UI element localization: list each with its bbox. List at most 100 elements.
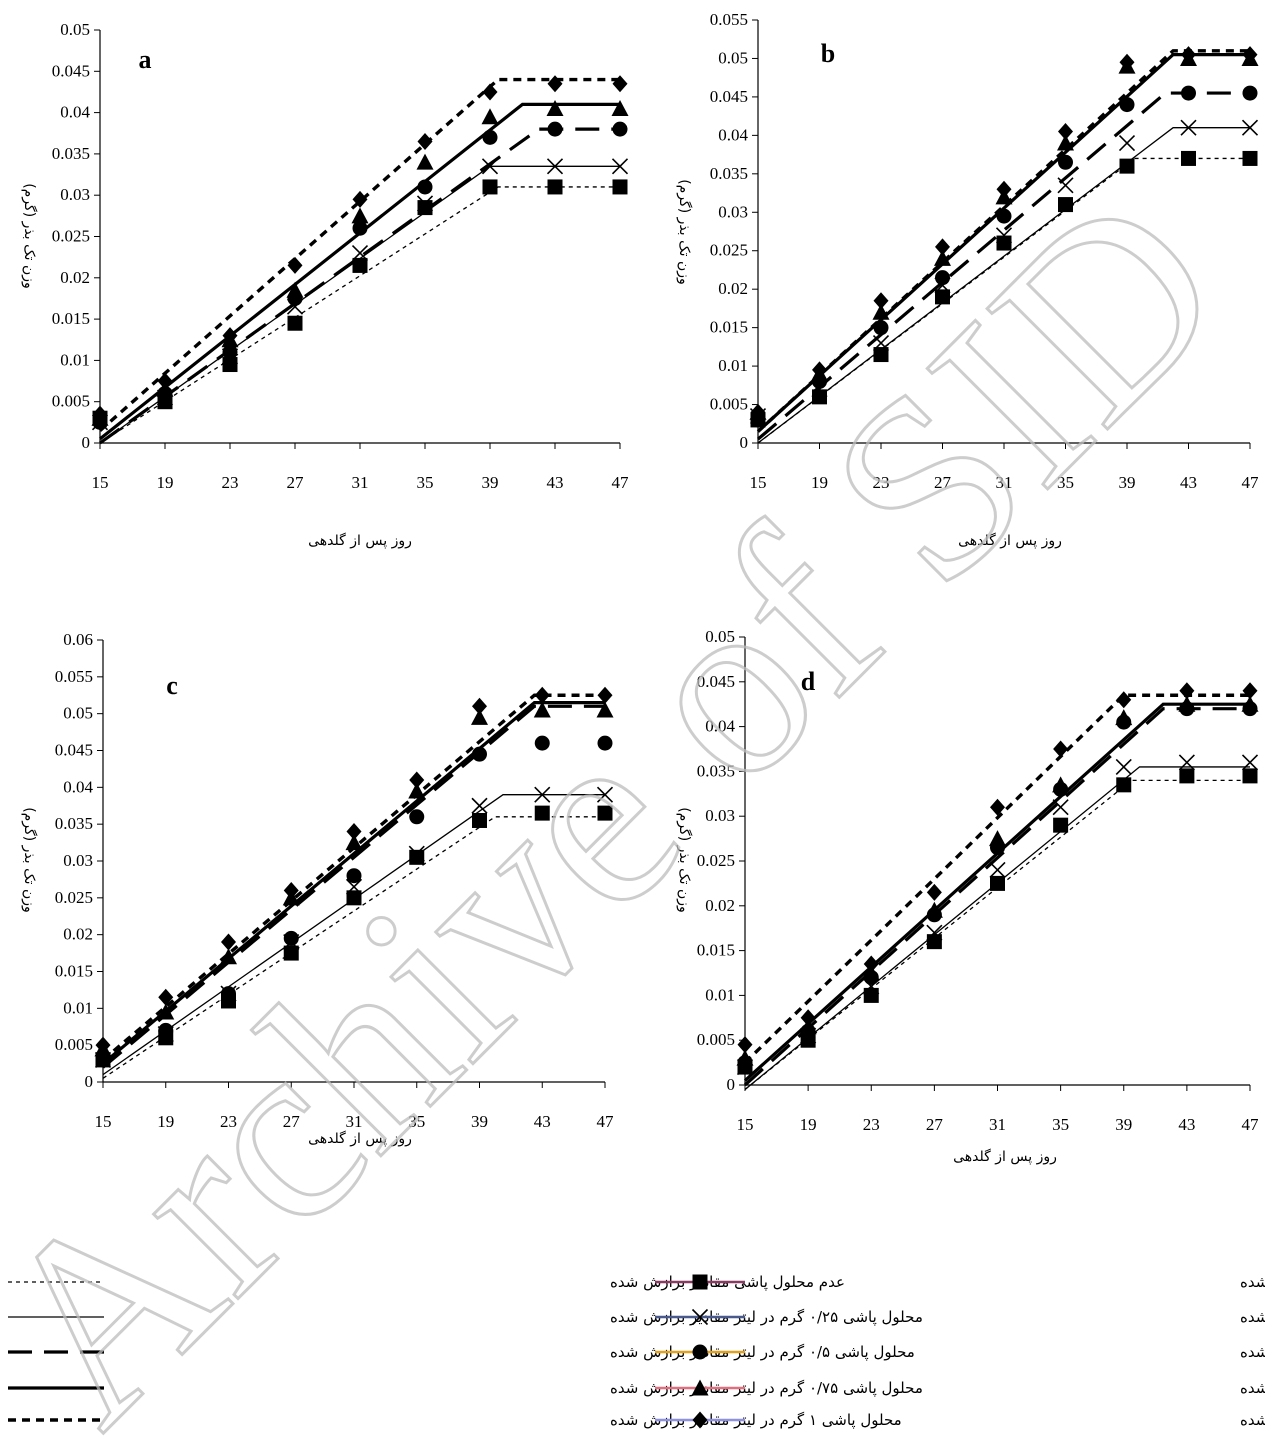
x-axis-title: روز پس از گلدهی bbox=[308, 532, 412, 549]
y-tick-label: 0 bbox=[82, 433, 91, 452]
x-tick-label: 47 bbox=[1242, 473, 1260, 492]
legend-observed-label: عدم محلول پاشی مقادیر مشاهده شده bbox=[1240, 1273, 1265, 1292]
x-tick-label: 23 bbox=[863, 1115, 880, 1134]
y-tick-label: 0.035 bbox=[710, 164, 748, 183]
data-point bbox=[288, 257, 303, 274]
data-point bbox=[472, 698, 487, 715]
data-point bbox=[1179, 682, 1194, 699]
chart-panel-a: 00.0050.010.0150.020.0250.030.0350.040.0… bbox=[21, 20, 629, 549]
y-tick-label: 0.02 bbox=[63, 925, 93, 944]
x-tick-label: 43 bbox=[1180, 473, 1197, 492]
observed-series-1 bbox=[93, 75, 628, 422]
y-tick-label: 0.04 bbox=[63, 777, 93, 796]
y-tick-label: 0.045 bbox=[710, 87, 748, 106]
data-point bbox=[1243, 151, 1258, 166]
x-tick-label: 35 bbox=[1052, 1115, 1069, 1134]
x-tick-label: 23 bbox=[222, 473, 239, 492]
y-tick-label: 0.025 bbox=[55, 888, 93, 907]
square-icon bbox=[693, 1275, 708, 1290]
data-point bbox=[989, 830, 1006, 846]
x-tick-label: 31 bbox=[989, 1115, 1006, 1134]
data-point bbox=[927, 934, 942, 949]
data-point bbox=[1053, 818, 1068, 833]
panel-letter: b bbox=[821, 39, 835, 68]
y-axis-title: وزن تک بذر (گرم) bbox=[21, 183, 38, 289]
x-tick-label: 31 bbox=[352, 473, 369, 492]
y-tick-label: 0.01 bbox=[60, 350, 90, 369]
panel-letter: a bbox=[139, 45, 152, 74]
x-tick-label: 19 bbox=[800, 1115, 817, 1134]
data-point bbox=[1181, 151, 1196, 166]
y-tick-label: 0.02 bbox=[718, 279, 748, 298]
y-axis-title: وزن تک بذر (گرم) bbox=[676, 179, 693, 285]
x-tick-label: 19 bbox=[157, 473, 174, 492]
x-tick-label: 15 bbox=[92, 473, 109, 492]
data-point bbox=[417, 154, 434, 170]
y-tick-label: 0.02 bbox=[60, 268, 90, 287]
data-point bbox=[418, 179, 433, 194]
data-point bbox=[1115, 709, 1132, 725]
data-point bbox=[288, 316, 303, 331]
y-tick-label: 0.06 bbox=[63, 630, 93, 649]
panel-letter: c bbox=[166, 671, 178, 700]
data-point bbox=[613, 75, 628, 92]
data-point bbox=[1052, 776, 1069, 792]
data-point bbox=[738, 1036, 753, 1053]
data-point bbox=[548, 122, 563, 137]
y-tick-label: 0.03 bbox=[63, 851, 93, 870]
y-tick-label: 0.005 bbox=[52, 392, 90, 411]
observed-series-0_5 bbox=[93, 122, 628, 430]
data-point bbox=[612, 100, 629, 116]
y-tick-label: 0.05 bbox=[63, 704, 93, 723]
x-tick-label: 47 bbox=[612, 473, 630, 492]
data-point bbox=[990, 799, 1005, 816]
data-point bbox=[935, 238, 950, 255]
y-tick-label: 0.025 bbox=[52, 227, 90, 246]
y-tick-label: 0.055 bbox=[710, 10, 748, 29]
y-tick-label: 0.005 bbox=[55, 1035, 93, 1054]
x-tick-label: 27 bbox=[287, 473, 305, 492]
legend-observed-label: محلول پاشی ۰/۵ گرم در لیتر مقادیر مشاهده… bbox=[1240, 1343, 1265, 1362]
data-point bbox=[874, 292, 889, 309]
data-point bbox=[864, 988, 879, 1003]
y-tick-label: 0.025 bbox=[710, 241, 748, 260]
circle-icon bbox=[693, 1345, 708, 1360]
legend-observed-label: محلول پاشی ۰/۷۵ گرم در لیتر مقادیر مشاهد… bbox=[1240, 1379, 1265, 1398]
data-point bbox=[353, 258, 368, 273]
legend-fitted-label: محلول پاشی ۱ گرم در لیتر مقادیر برازش شد… bbox=[610, 1411, 902, 1430]
data-point bbox=[1181, 86, 1196, 101]
y-tick-label: 0.05 bbox=[60, 20, 90, 39]
data-point bbox=[1116, 777, 1131, 792]
y-tick-label: 0.015 bbox=[697, 941, 735, 960]
data-point bbox=[613, 122, 628, 137]
y-tick-label: 0.015 bbox=[52, 309, 90, 328]
x-axis-title: روز پس از گلدهی bbox=[953, 1148, 1057, 1165]
data-point bbox=[158, 373, 173, 390]
y-tick-label: 0.03 bbox=[60, 185, 90, 204]
y-tick-label: 0.035 bbox=[52, 144, 90, 163]
x-tick-label: 43 bbox=[534, 1112, 551, 1131]
data-point bbox=[483, 130, 498, 145]
data-point bbox=[1179, 755, 1194, 770]
x-tick-label: 27 bbox=[926, 1115, 944, 1134]
data-point bbox=[482, 108, 499, 124]
legend-observed-label: محلول پاشی ۱ گرم در لیتر مقادیر مشاهده ش… bbox=[1240, 1411, 1265, 1430]
data-point bbox=[548, 179, 563, 194]
data-point bbox=[990, 862, 1005, 877]
y-tick-label: 0.035 bbox=[55, 814, 93, 833]
data-point bbox=[990, 876, 1005, 891]
fitted-line-0_5 bbox=[100, 129, 620, 443]
x-tick-label: 39 bbox=[482, 473, 499, 492]
data-point bbox=[352, 207, 369, 223]
data-point bbox=[1243, 768, 1258, 783]
data-point bbox=[927, 884, 942, 901]
data-point bbox=[1120, 97, 1135, 112]
data-point bbox=[997, 181, 1012, 198]
data-point bbox=[1120, 159, 1135, 174]
data-point bbox=[1179, 768, 1194, 783]
data-point bbox=[1243, 755, 1258, 770]
data-point bbox=[347, 823, 362, 840]
y-tick-label: 0.05 bbox=[718, 48, 748, 67]
x-tick-label: 47 bbox=[597, 1112, 615, 1131]
data-point bbox=[483, 83, 498, 100]
